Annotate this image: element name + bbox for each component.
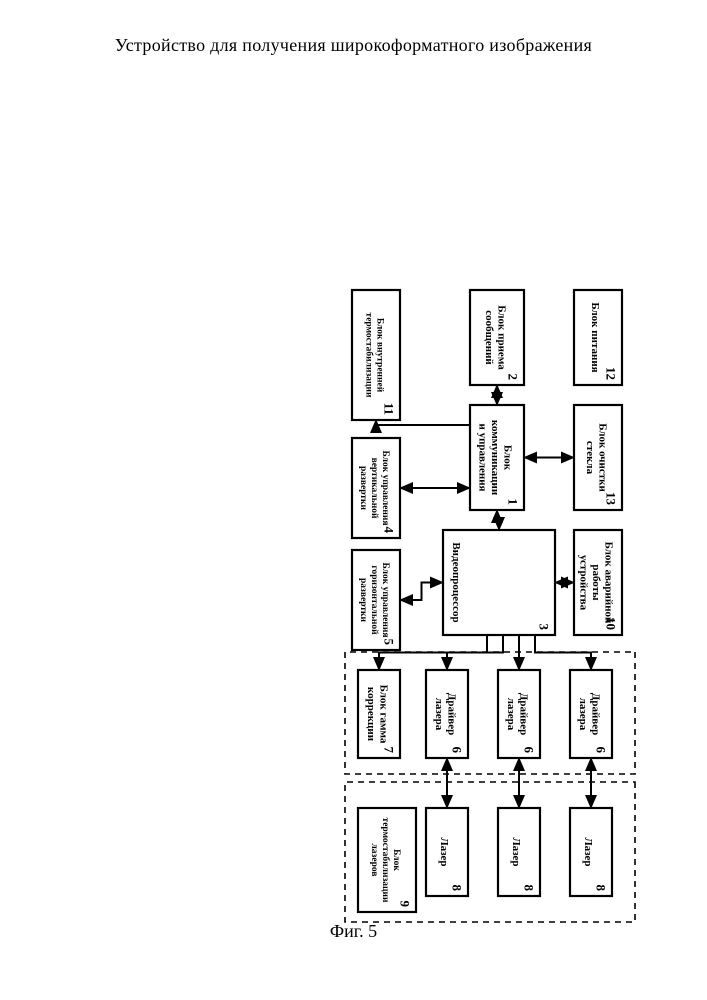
- block-number: 13: [604, 492, 619, 506]
- block-number: 2: [506, 374, 521, 381]
- block-label: Блок питания: [589, 302, 601, 372]
- block-n11: 11 Блок внутреннейтермостабилизации: [352, 290, 400, 420]
- block-label: коммуникации: [489, 420, 501, 496]
- block-label: Блок очистки: [596, 423, 608, 492]
- block-n12: 12Блок питания: [574, 290, 622, 385]
- block-label: Лазер: [582, 837, 594, 866]
- block-number: 9: [398, 901, 413, 908]
- block-label: Блок: [391, 849, 401, 871]
- block-label: стекла: [584, 441, 596, 475]
- block-n5: 5Блок управлениягоризонтальнойразвертки: [352, 550, 400, 650]
- block-n7: 7 Блок гаммакоррекции: [358, 670, 400, 758]
- diagram-canvas: 12Блок питания13Блок очисткистекла10Блок…: [0, 250, 700, 750]
- block-label: развертки: [358, 578, 368, 622]
- block-label: Блок управления: [380, 451, 390, 526]
- block-n3: 3 Видеопроцессор: [443, 530, 555, 635]
- block-n1: 1 Блоккоммуникациии управления: [470, 405, 524, 510]
- block-label: термостабилизации: [364, 313, 375, 398]
- block-label: Видеопроцессор: [450, 542, 462, 622]
- block-number: 7: [382, 747, 397, 754]
- block-n4: 4Блок управлениявертикальнойразвертки: [352, 438, 400, 538]
- block-label: горизонтальной: [369, 565, 380, 635]
- block-label: Блок: [502, 445, 514, 471]
- block-number: 8: [594, 885, 609, 892]
- block-n6c: 6 Драйверлазера: [426, 670, 468, 758]
- block-n8b: 8 Лазер: [498, 808, 540, 896]
- block-label: Драйвер: [589, 693, 601, 735]
- edge: [400, 583, 443, 601]
- block-number: 5: [382, 639, 397, 646]
- block-number: 11: [382, 403, 397, 415]
- block-label: работы: [590, 564, 602, 601]
- block-label: Драйвер: [445, 693, 457, 735]
- block-n2: 2 Блок приемасообщений: [470, 290, 524, 385]
- block-n10: 10Блок аварийнойработыустройства: [574, 530, 622, 635]
- block-n9: 9 Блоктермостабилизациилазеров: [358, 808, 416, 912]
- block-label: вертикальной: [369, 458, 380, 519]
- block-number: 8: [522, 885, 537, 892]
- block-label: Блок гамма: [377, 685, 389, 744]
- block-label: лазера: [577, 698, 589, 731]
- block-number: 6: [522, 747, 537, 754]
- block-label: Блок управления: [380, 563, 390, 638]
- block-n6b: 6 Драйверлазера: [498, 670, 540, 758]
- block-label: Блок приема: [495, 305, 507, 370]
- block-label: Лазер: [438, 837, 450, 866]
- block-label: Блок аварийной: [603, 542, 615, 624]
- block-label: сообщений: [483, 310, 495, 365]
- block-label: лазеров: [369, 843, 379, 876]
- block-label: термостабилизации: [380, 818, 391, 903]
- block-label: лазера: [505, 698, 517, 731]
- diagram-svg: 12Блок питания13Блок очисткистекла10Блок…: [200, 250, 700, 950]
- figure-caption: Фиг. 5: [0, 921, 707, 942]
- block-label: лазера: [433, 698, 445, 731]
- block-n6a: 6 Драйверлазера: [570, 670, 612, 758]
- block-label: Драйвер: [517, 693, 529, 735]
- block-label: устройства: [578, 555, 590, 611]
- block-n8c: 8 Лазер: [426, 808, 468, 896]
- block-number: 6: [594, 747, 609, 754]
- block-number: 3: [537, 624, 552, 631]
- edge: [535, 635, 591, 670]
- block-label: коррекции: [365, 687, 377, 742]
- block-label: Блок внутренней: [375, 318, 386, 393]
- block-number: 12: [604, 367, 619, 380]
- block-number: 8: [450, 885, 465, 892]
- block-number: 6: [450, 747, 465, 754]
- block-number: 4: [382, 527, 397, 534]
- block-label: и управления: [477, 423, 489, 491]
- block-n8a: 8 Лазер: [570, 808, 612, 896]
- block-number: 1: [506, 499, 521, 506]
- edge: [497, 510, 499, 530]
- block-label: Лазер: [510, 837, 522, 866]
- page-title: Устройство для получения широкоформатног…: [0, 35, 707, 56]
- block-n13: 13Блок очисткистекла: [574, 405, 622, 510]
- block-label: развертки: [358, 466, 368, 510]
